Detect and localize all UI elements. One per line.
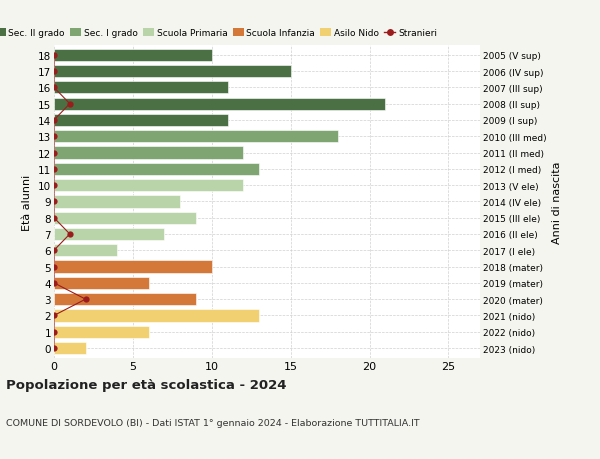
Bar [54,342,86,354]
Text: Popolazione per età scolastica - 2024: Popolazione per età scolastica - 2024 [6,379,287,392]
Bar [54,245,117,257]
Bar [54,229,164,241]
Bar [54,179,244,192]
Bar [54,82,227,94]
Y-axis label: Età alunni: Età alunni [22,174,32,230]
Bar [54,163,259,175]
Bar [54,196,180,208]
Bar [54,98,385,111]
Bar [54,131,338,143]
Bar [54,147,244,159]
Bar [54,310,259,322]
Bar [54,293,196,306]
Bar [54,50,212,62]
Bar [54,326,149,338]
Bar [54,212,196,224]
Bar [54,115,227,127]
Text: COMUNE DI SORDEVOLO (BI) - Dati ISTAT 1° gennaio 2024 - Elaborazione TUTTITALIA.: COMUNE DI SORDEVOLO (BI) - Dati ISTAT 1°… [6,418,419,427]
Legend: Sec. II grado, Sec. I grado, Scuola Primaria, Scuola Infanzia, Asilo Nido, Stran: Sec. II grado, Sec. I grado, Scuola Prim… [0,29,437,38]
Bar [54,261,212,273]
Bar [54,277,149,289]
Bar [54,66,290,78]
Y-axis label: Anni di nascita: Anni di nascita [552,161,562,243]
